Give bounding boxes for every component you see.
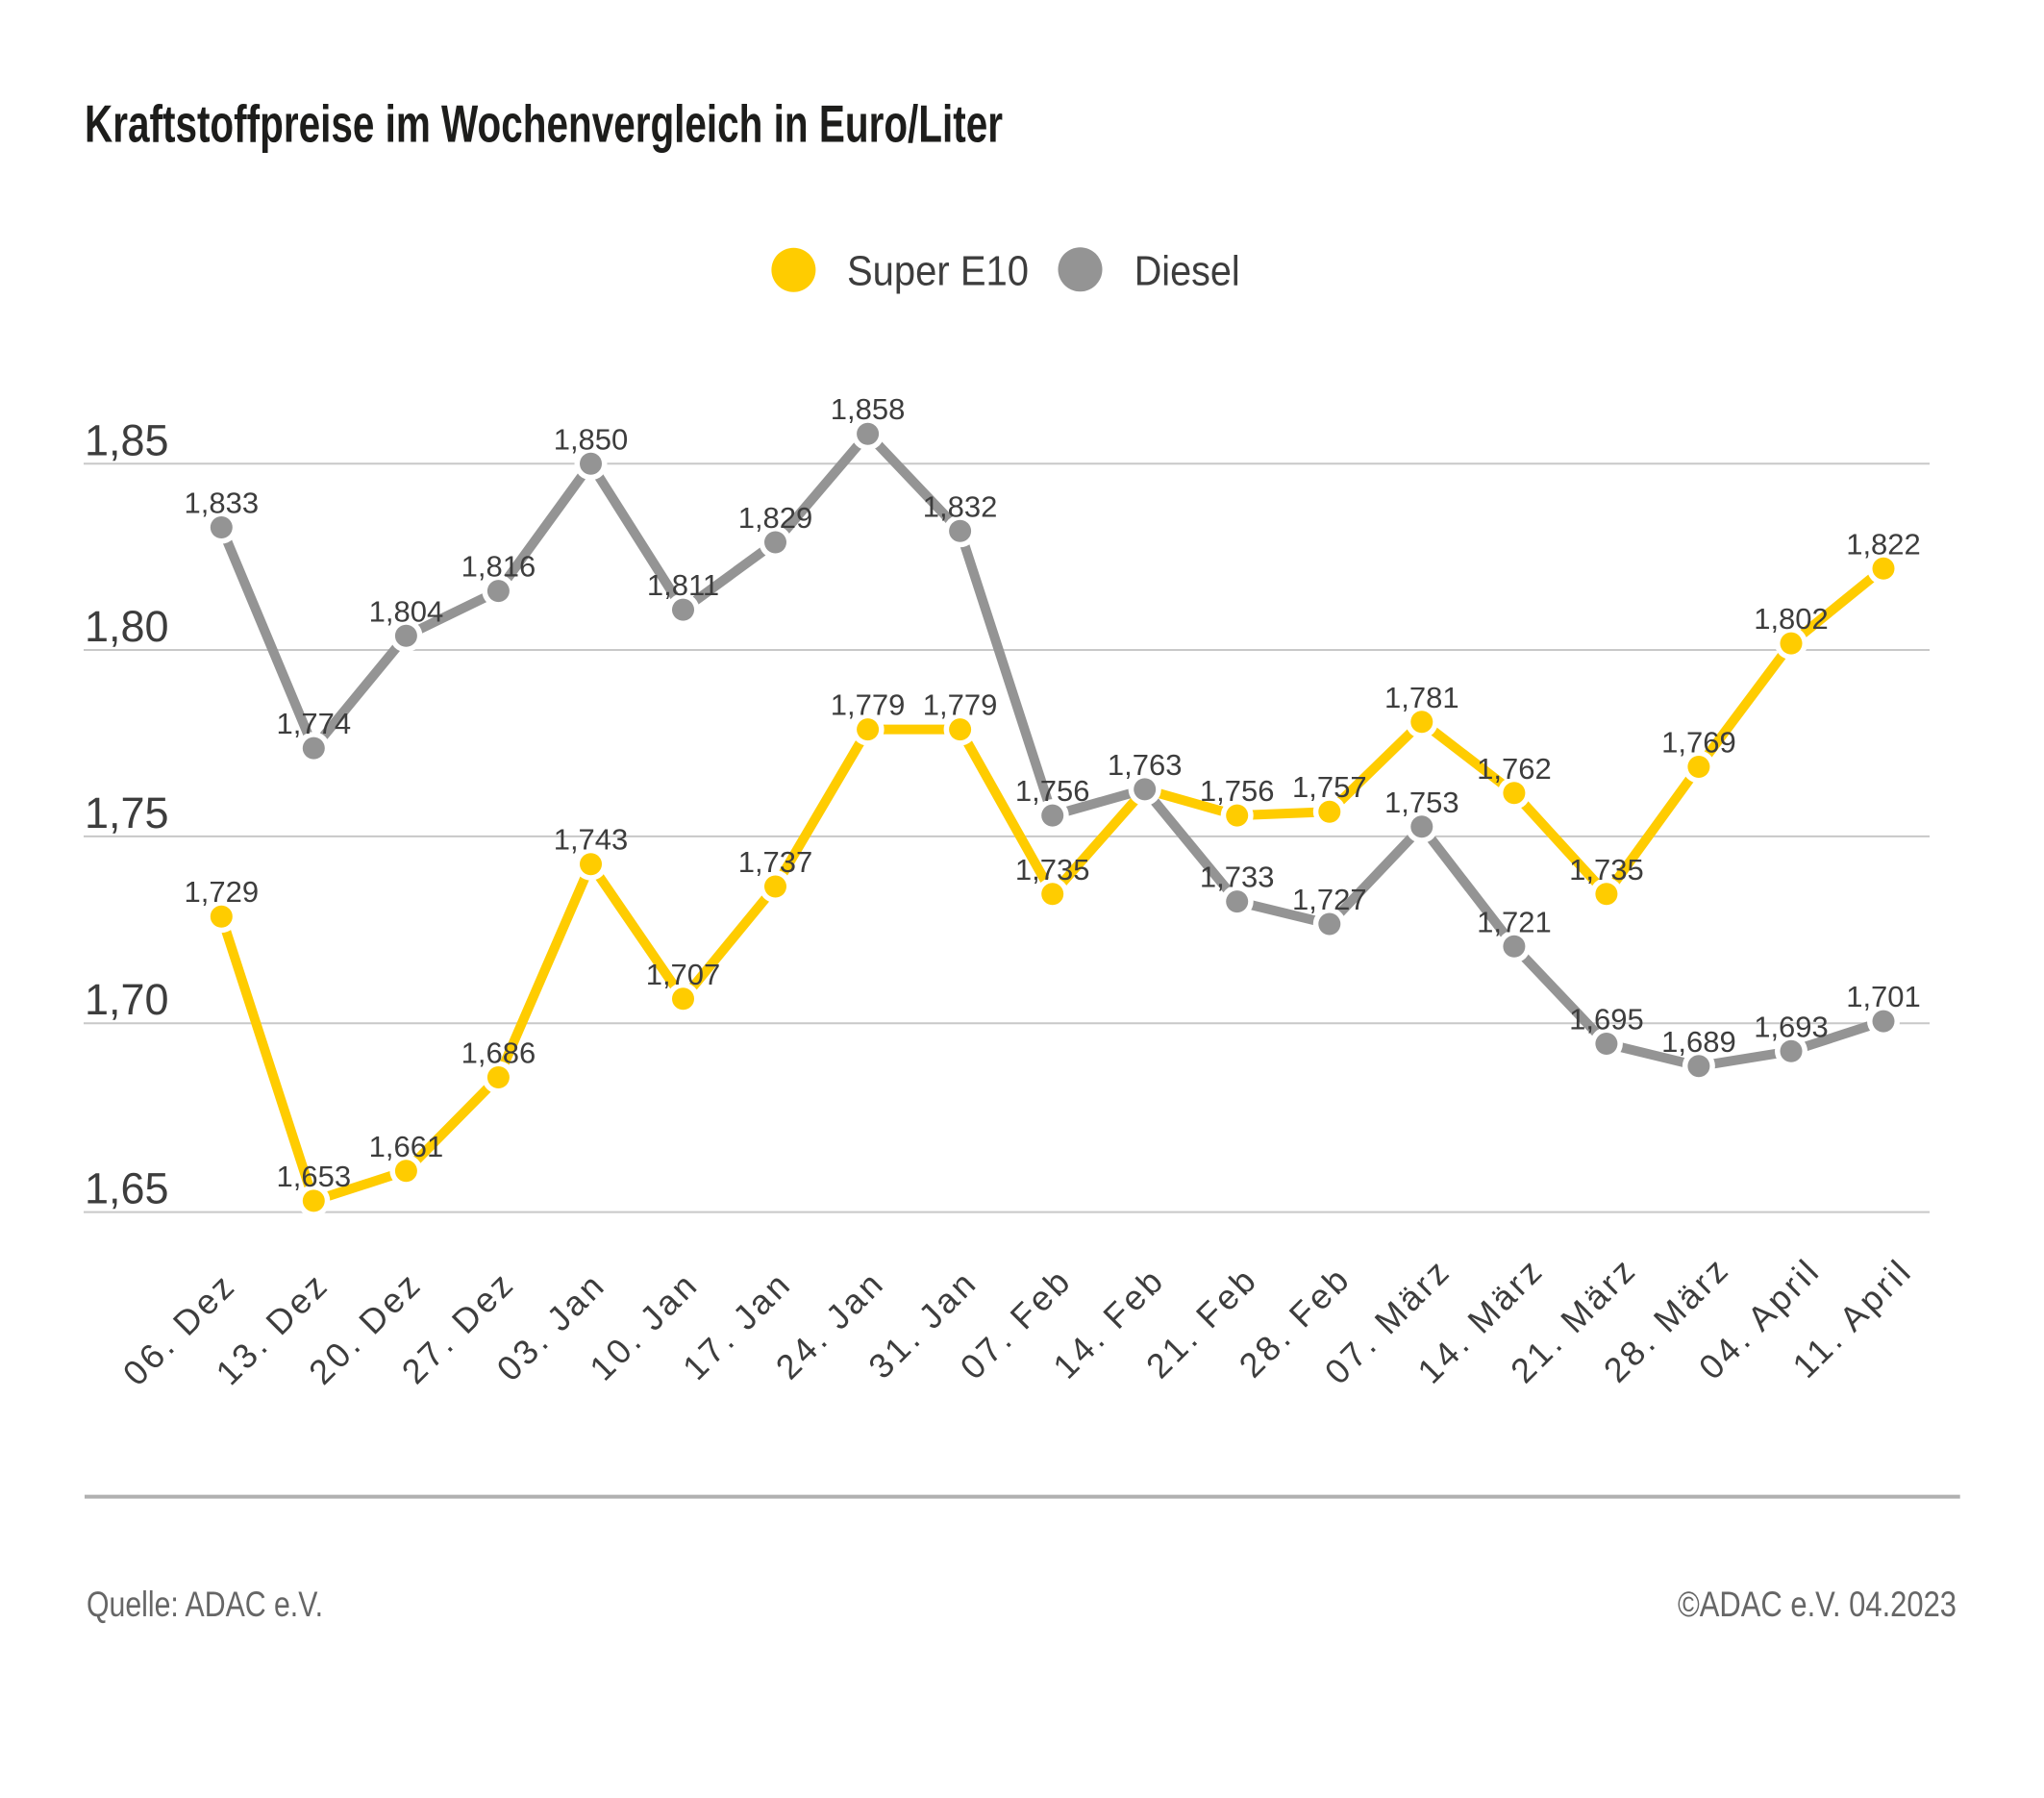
svg-text:1,779: 1,779 xyxy=(923,688,998,722)
svg-text:1,763: 1,763 xyxy=(1108,748,1183,782)
svg-text:1,756: 1,756 xyxy=(1015,774,1090,808)
svg-text:1,701: 1,701 xyxy=(1846,980,1921,1013)
svg-text:©ADAC e.V. 04.2023: ©ADAC e.V. 04.2023 xyxy=(1678,1585,1957,1624)
svg-text:1,833: 1,833 xyxy=(185,487,260,520)
svg-text:1,727: 1,727 xyxy=(1292,883,1367,916)
svg-text:1,85: 1,85 xyxy=(85,415,169,464)
svg-text:1,686: 1,686 xyxy=(461,1036,536,1070)
svg-text:1,80: 1,80 xyxy=(85,602,169,651)
svg-text:Kraftstoffpreise im Wochenverg: Kraftstoffpreise im Wochenvergleich in E… xyxy=(85,94,1003,154)
svg-text:1,832: 1,832 xyxy=(923,489,998,523)
svg-text:1,781: 1,781 xyxy=(1384,681,1459,714)
svg-text:1,65: 1,65 xyxy=(85,1164,169,1213)
svg-text:1,756: 1,756 xyxy=(1200,774,1275,808)
svg-text:1,769: 1,769 xyxy=(1661,726,1736,760)
svg-text:1,661: 1,661 xyxy=(369,1130,444,1163)
svg-text:1,653: 1,653 xyxy=(277,1160,352,1193)
svg-text:Super E10: Super E10 xyxy=(847,248,1029,295)
svg-text:1,695: 1,695 xyxy=(1569,1003,1644,1036)
svg-text:1,707: 1,707 xyxy=(646,958,721,991)
svg-text:1,733: 1,733 xyxy=(1200,861,1275,894)
svg-text:1,743: 1,743 xyxy=(554,823,629,857)
svg-text:1,802: 1,802 xyxy=(1754,602,1829,636)
svg-text:1,753: 1,753 xyxy=(1384,786,1459,819)
svg-text:1,822: 1,822 xyxy=(1846,527,1921,561)
svg-text:1,811: 1,811 xyxy=(647,568,719,602)
svg-text:1,774: 1,774 xyxy=(277,707,352,740)
svg-text:1,693: 1,693 xyxy=(1754,1010,1829,1043)
svg-text:Quelle: ADAC e.V.: Quelle: ADAC e.V. xyxy=(87,1585,323,1624)
svg-text:1,779: 1,779 xyxy=(831,688,906,722)
svg-text:1,75: 1,75 xyxy=(85,788,169,837)
svg-text:1,70: 1,70 xyxy=(85,975,169,1024)
svg-text:1,689: 1,689 xyxy=(1661,1025,1736,1059)
svg-text:1,735: 1,735 xyxy=(1015,853,1090,887)
svg-text:1,735: 1,735 xyxy=(1569,853,1644,887)
svg-text:1,816: 1,816 xyxy=(461,550,536,584)
svg-text:1,804: 1,804 xyxy=(369,594,444,628)
svg-text:Diesel: Diesel xyxy=(1134,248,1240,295)
svg-text:1,729: 1,729 xyxy=(185,875,260,909)
svg-text:1,850: 1,850 xyxy=(554,422,629,456)
svg-text:1,762: 1,762 xyxy=(1477,752,1552,786)
svg-text:1,737: 1,737 xyxy=(738,845,813,879)
svg-text:1,721: 1,721 xyxy=(1477,905,1552,938)
svg-text:1,829: 1,829 xyxy=(738,501,813,535)
svg-text:1,858: 1,858 xyxy=(831,392,906,426)
svg-text:1,757: 1,757 xyxy=(1292,770,1367,804)
